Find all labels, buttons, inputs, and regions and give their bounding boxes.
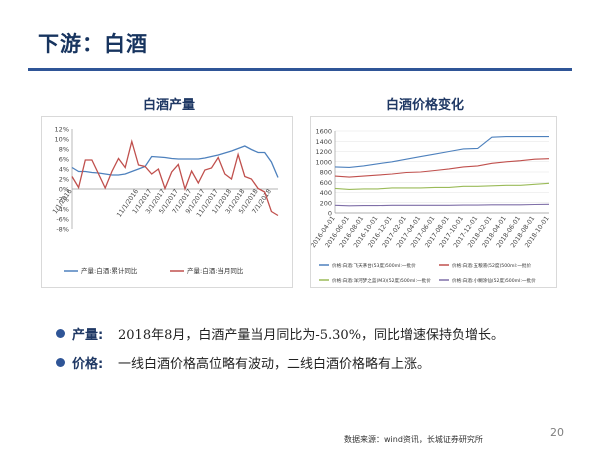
y-tick-label: 6% — [59, 156, 69, 164]
y-tick-label: 200 — [320, 199, 332, 207]
series-line-4 — [334, 203, 550, 207]
bullet-key: 产量: — [72, 328, 104, 343]
bullet-production: 产量: 2018年8月，白酒产量当月同比为-5.30%，同比增速保持负增长。 — [56, 322, 576, 346]
chart-2-svg: 160014001200100080060040020002016-04-012… — [310, 128, 551, 285]
y-tick-label: 800 — [320, 169, 332, 177]
y-tick-label: -8% — [56, 226, 69, 234]
bullet-list: 产量: 2018年8月，白酒产量当月同比为-5.30%，同比增速保持负增长。 价… — [56, 322, 576, 380]
y-tick-label: 1600 — [315, 128, 332, 136]
bullet-icon — [56, 358, 65, 367]
page-number: 20 — [550, 426, 564, 439]
bullet-price: 价格: 一线白酒价格高位略有波动，二线白酒价格略有上涨。 — [56, 351, 576, 375]
bullet-icon — [56, 329, 65, 338]
y-tick-label: 1000 — [315, 158, 332, 166]
y-tick-label: -4% — [56, 206, 69, 214]
bullet-key: 价格: — [72, 357, 104, 372]
y-tick-label: -2% — [56, 196, 69, 204]
series-line-2 — [71, 139, 279, 217]
chart-1-svg: 12%10%8%6%4%2%0%-2%-4%-6%-8%1/1/2016 11/1… — [52, 126, 279, 275]
chart-1-title: 白酒产量 — [143, 98, 196, 113]
bullet-text: 2018年8月，白酒产量当月同比为-5.30%，同比增速保持负增长。 — [118, 328, 505, 343]
y-tick-label: 400 — [320, 189, 332, 197]
y-tick-label: 12% — [55, 126, 69, 134]
y-tick-label: 0 — [328, 210, 332, 218]
title-divider — [28, 68, 572, 71]
series-line-1 — [71, 145, 279, 178]
source-note: 数据来源：wind资讯，长城证券研究所 — [344, 435, 483, 444]
legend-label: 产量:白酒:累计同比 — [81, 266, 138, 275]
slide-title: 下游：白酒 — [38, 32, 148, 56]
y-tick-label: 4% — [59, 166, 69, 174]
bullet-text: 一线白酒价格高位略有波动，二线白酒价格略有上涨。 — [118, 357, 431, 372]
y-tick-label: 8% — [59, 146, 69, 154]
y-tick-label: -6% — [56, 216, 69, 224]
chart-2-title: 白酒价格变化 — [386, 98, 465, 113]
legend-label: 价格:白酒:洋河梦之蓝(M3)(52度)500ml:一批价 — [332, 277, 431, 284]
chart-2-panel: 1600 1400 1200 1000 800 600 400 200 0 2016-04-01 2… — [310, 116, 557, 288]
legend-label: 产量:白酒:当月同比 — [187, 266, 244, 275]
legend-label: 价格:白酒:小糊涂仙(52度)500ml:一批价 — [452, 277, 536, 284]
y-tick-label: 10% — [55, 136, 69, 144]
y-tick-label: 2% — [59, 176, 69, 184]
y-tick-label: 1200 — [315, 148, 332, 156]
y-tick-label: 1400 — [315, 138, 332, 146]
chart-1-panel: 12% 10% 8% 6% 4% 2% 0% -2% -4% -6% -8% 1/1/2016 11/1… — [41, 116, 293, 288]
series-line-1 — [334, 136, 549, 168]
y-tick-label: 0% — [59, 186, 69, 194]
y-tick-label: 600 — [320, 179, 332, 187]
legend-label: 价格:白酒:五粮液(52度)500ml:一批价 — [452, 262, 532, 269]
series-line-2 — [334, 158, 550, 178]
series-line-3 — [334, 182, 550, 190]
legend-label: 价格:白酒:飞天茅台(53度)500ml:一批价 — [332, 262, 416, 269]
